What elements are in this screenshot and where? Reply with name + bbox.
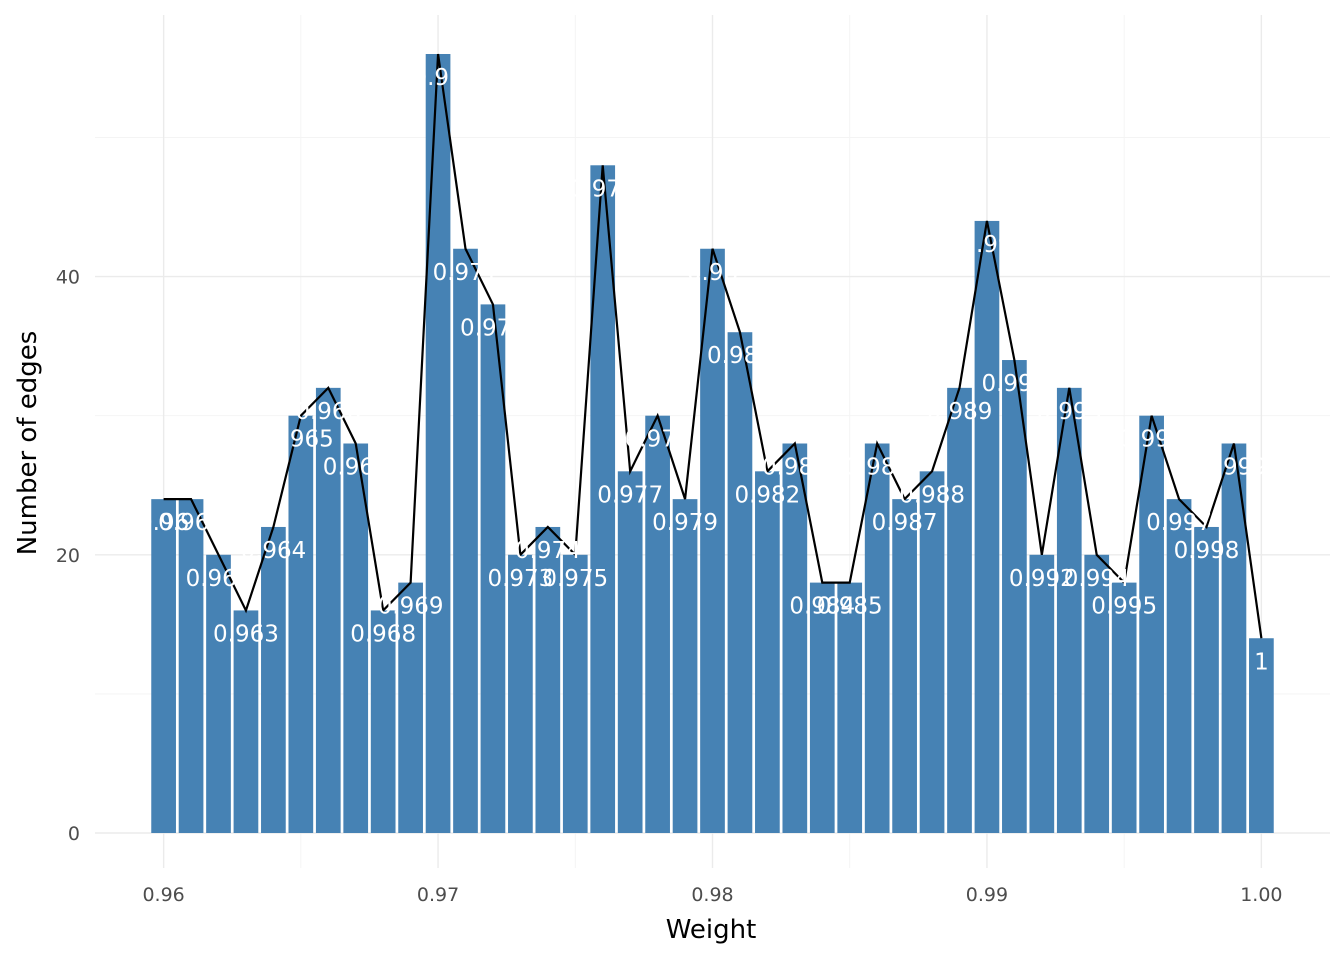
bar <box>151 499 176 833</box>
bar <box>782 443 808 833</box>
bar <box>453 248 478 833</box>
bar <box>206 554 231 833</box>
bar <box>425 54 451 833</box>
bar <box>315 387 341 833</box>
bar-value-label: 0.973 <box>487 566 553 592</box>
bar-value-label: 0.981 <box>707 343 773 369</box>
bar <box>645 415 670 833</box>
bar-value-label: 0.982 <box>734 482 800 508</box>
bar-value-label: 1 <box>1254 649 1269 675</box>
bar-value-label: 0.964 <box>240 538 306 564</box>
bar-value-label: 0.967 <box>323 455 389 481</box>
bar <box>261 526 286 833</box>
bar-value-label: 0.961 <box>158 510 224 536</box>
bar-value-label: 0.987 <box>872 510 938 536</box>
x-tick-label: 0.97 <box>417 884 459 906</box>
y-axis-title: Number of edges <box>13 331 43 556</box>
bar <box>1249 638 1274 833</box>
bar <box>233 610 259 833</box>
bar <box>809 582 835 833</box>
bar-value-label: 0.979 <box>652 510 718 536</box>
bar-value-label: 0.972 <box>460 315 526 341</box>
bar <box>480 304 506 834</box>
bar <box>1056 387 1082 833</box>
bar <box>892 499 917 833</box>
bar <box>672 499 698 833</box>
bar-value-label: 0.996 <box>1119 427 1185 453</box>
bar <box>974 220 1000 833</box>
bar <box>1111 582 1137 833</box>
bar <box>727 332 753 833</box>
bar <box>1166 499 1192 833</box>
bar-value-label: 0.969 <box>378 594 444 620</box>
bar-value-label: 0.976 <box>570 176 636 202</box>
bar-value-label: 0.971 <box>433 260 499 286</box>
bar <box>864 443 890 833</box>
bar-value-label: 0.993 <box>1036 399 1102 425</box>
x-axis-title: Weight <box>666 915 757 945</box>
x-axis-ticks: 0.96 0.97 0.98 0.99 1.00 <box>142 884 1282 906</box>
bar-value-label: 0.99 <box>961 232 1012 258</box>
x-tick-label: 1.00 <box>1240 884 1282 906</box>
bar <box>755 471 780 833</box>
bar-value-label: 0.983 <box>762 455 828 481</box>
bar-value-label: 0.994 <box>1064 566 1130 592</box>
y-tick-label: 0 <box>68 823 80 845</box>
bar <box>837 582 863 833</box>
bar-value-label: 0.96 <box>138 510 189 536</box>
bar-value-label: 0.963 <box>213 621 279 647</box>
y-tick-label: 20 <box>56 545 80 567</box>
bar-value-label: 0.986 <box>844 455 910 481</box>
bar <box>535 526 561 833</box>
bar-value-label: 0.998 <box>1174 538 1240 564</box>
bar-value-label: 0.991 <box>981 371 1047 397</box>
bar-value-label: 0.966 <box>295 399 361 425</box>
bar-value-label: 0.977 <box>597 482 663 508</box>
x-tick-label: 0.98 <box>691 884 733 906</box>
bar-value-label: 0.999 <box>1201 455 1267 481</box>
bar <box>288 415 314 833</box>
bar <box>947 387 972 833</box>
y-tick-label: 40 <box>56 267 80 289</box>
bar <box>178 499 204 833</box>
trend-line <box>163 53 1263 639</box>
bar <box>508 554 533 833</box>
bar <box>1002 360 1027 833</box>
bar-value-label: 0.962 <box>186 566 252 592</box>
bar <box>343 443 369 833</box>
y-axis-ticks: 0 20 40 <box>56 267 80 845</box>
bar <box>1139 415 1164 833</box>
bar-value-label: 0.98 <box>687 260 738 286</box>
bar <box>1084 554 1110 833</box>
bar-value-label: 0.989 <box>927 399 993 425</box>
bar <box>370 610 396 833</box>
bar-value-label: 0.992 <box>1009 566 1075 592</box>
bar <box>919 471 945 833</box>
x-tick-label: 0.96 <box>142 884 184 906</box>
bar <box>562 554 588 833</box>
bar-value-label: 0.985 <box>817 594 883 620</box>
bar-value-label: 0.995 <box>1091 594 1157 620</box>
bar-value-label: 0.984 <box>789 594 855 620</box>
bar-value-label: 0.988 <box>899 482 965 508</box>
bar-value-label: 0.97 <box>412 65 463 91</box>
bar <box>700 248 725 833</box>
bar <box>1194 526 1219 833</box>
bar-value-label: 0.978 <box>625 427 691 453</box>
bar-value-label: 0.975 <box>542 566 608 592</box>
bar <box>617 471 643 833</box>
bar-value-label: 0.965 <box>268 427 334 453</box>
bar-value-label: 0.997 <box>1146 510 1212 536</box>
bar-value-label: 0.974 <box>515 538 581 564</box>
x-tick-label: 0.99 <box>966 884 1008 906</box>
bar-series <box>151 54 1274 834</box>
bar-value-label: 0.968 <box>350 621 416 647</box>
bar <box>1029 554 1055 833</box>
bar <box>398 582 423 833</box>
